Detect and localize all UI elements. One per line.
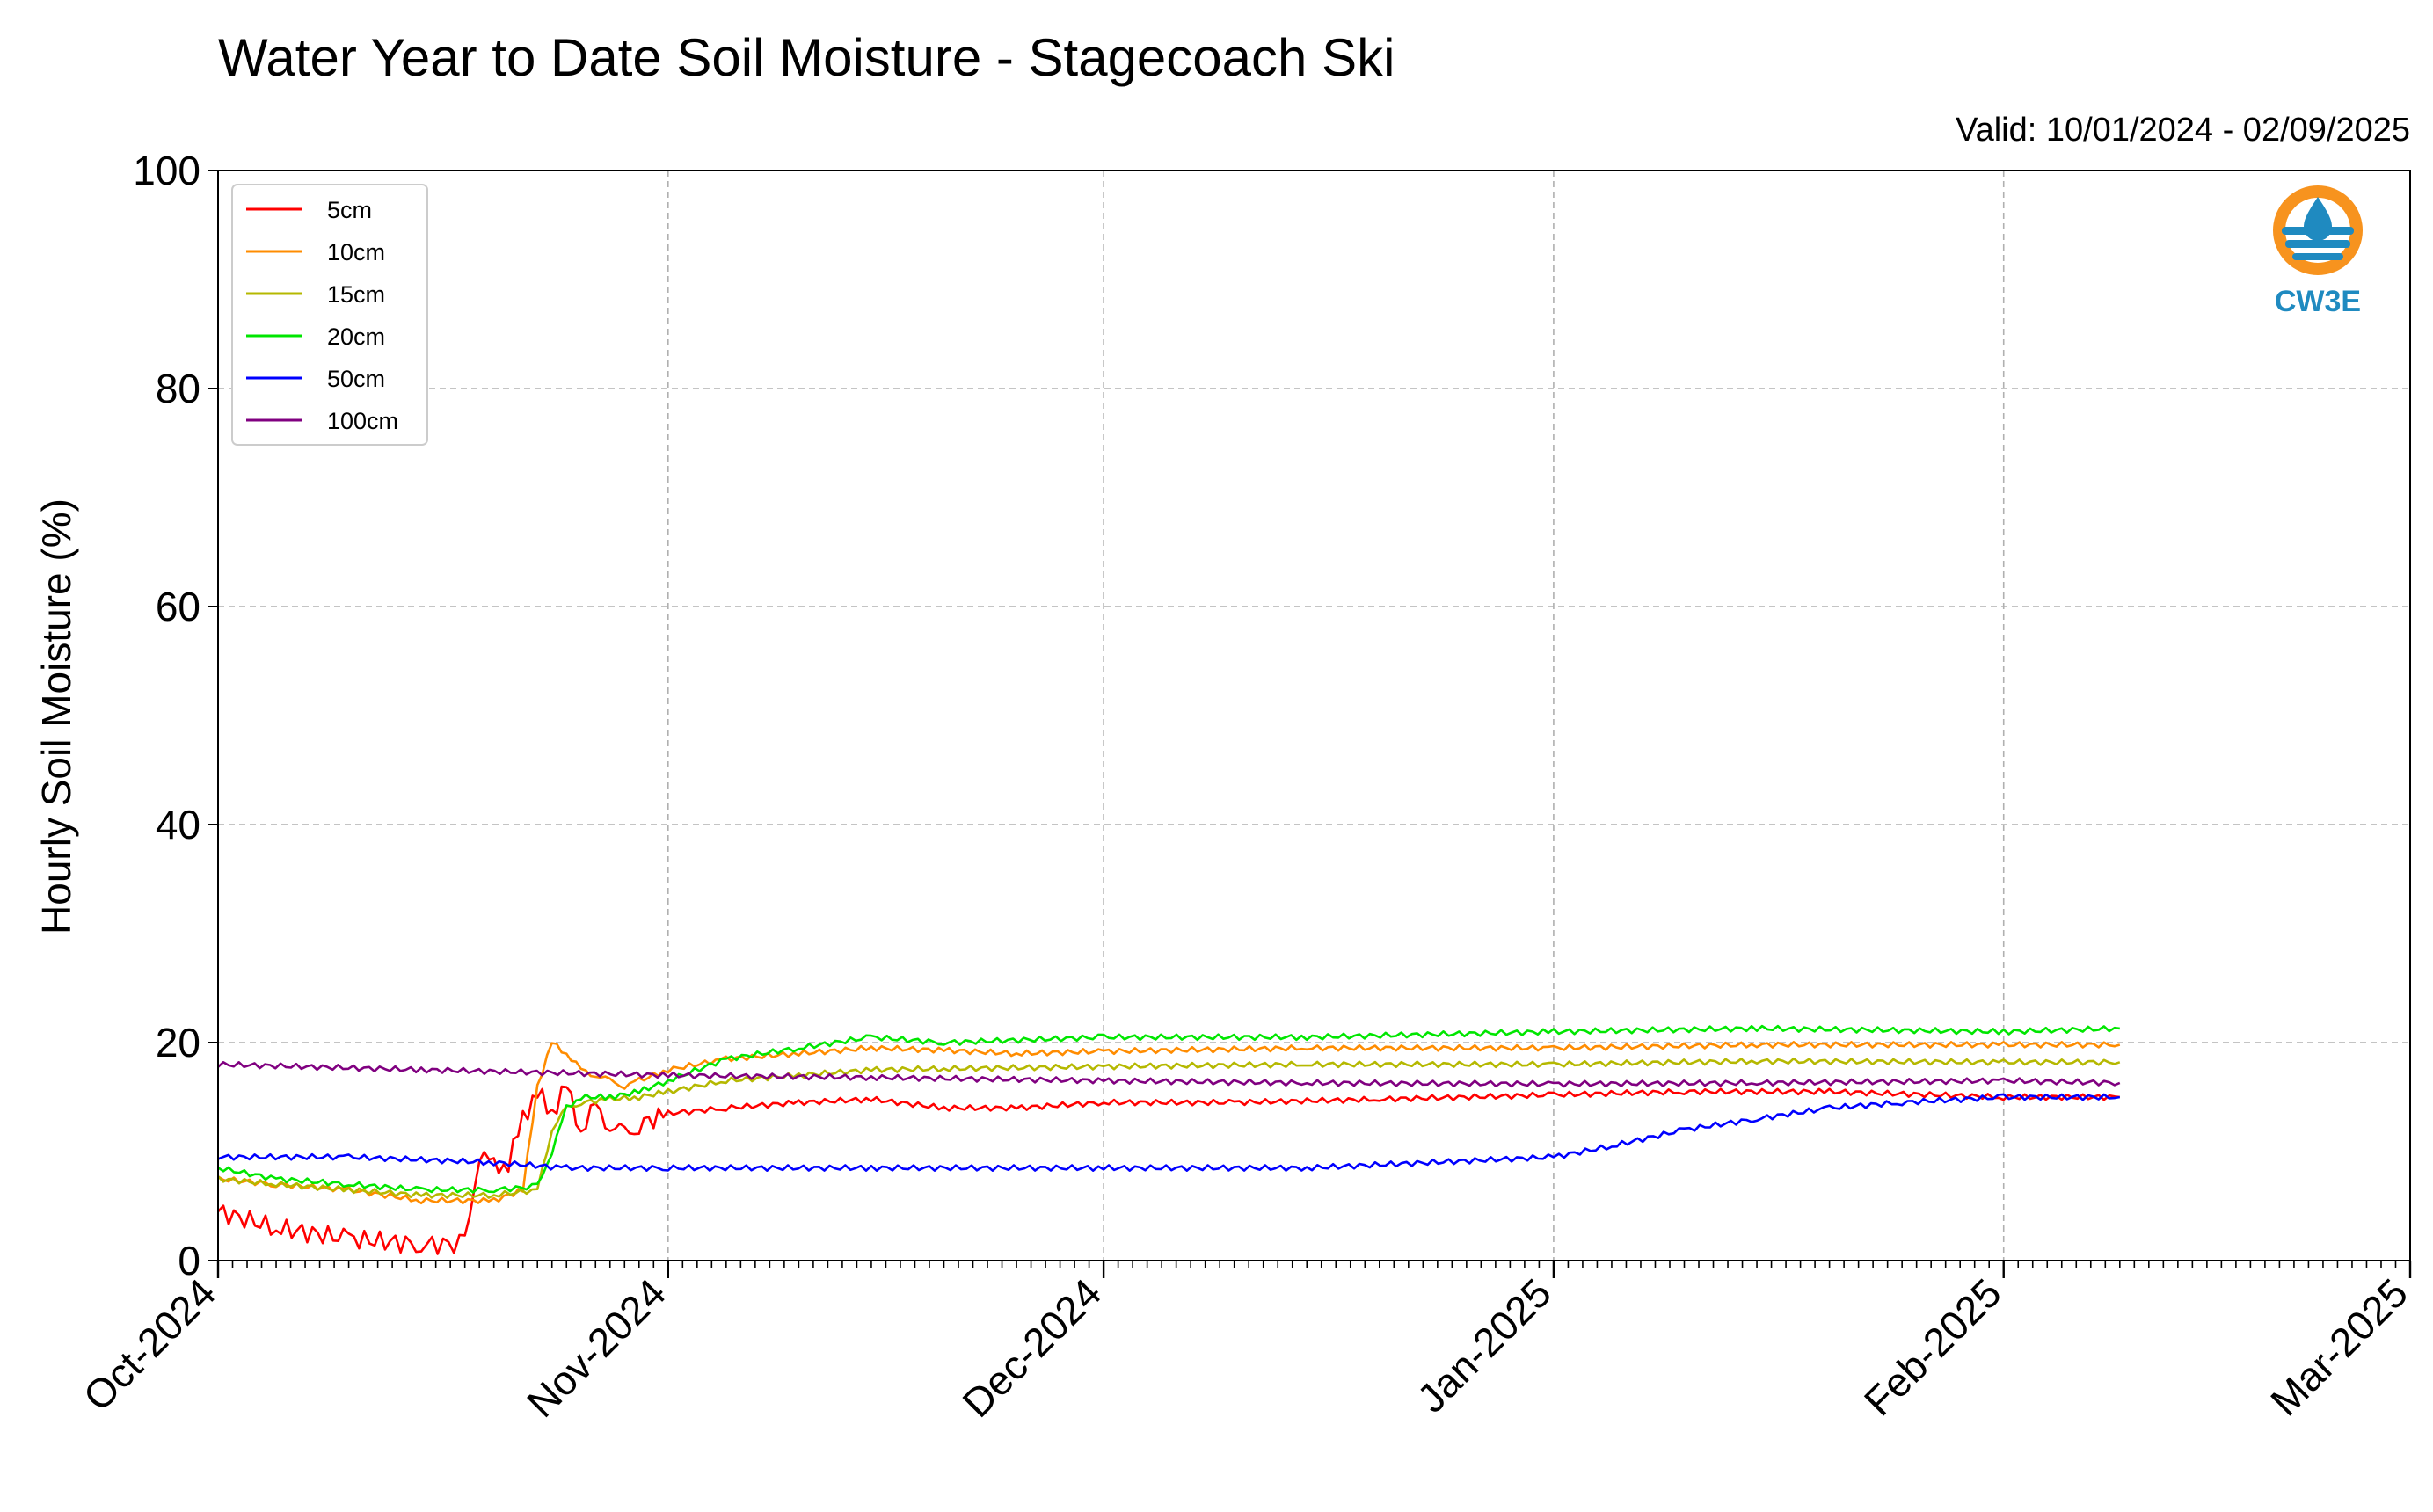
legend-label-50cm: 50cm — [327, 366, 385, 392]
y-tick-label: 0 — [178, 1238, 200, 1283]
x-tick-label: Feb-2025 — [1855, 1269, 2010, 1424]
y-axis-ticks: 0 20 40 60 80 100 — [133, 148, 218, 1283]
y-tick-label: 40 — [156, 802, 200, 847]
chart-title: Water Year to Date Soil Moisture - Stage… — [218, 28, 1395, 87]
logo-ring — [2273, 185, 2363, 275]
legend-box — [231, 184, 428, 446]
water-drop-icon — [2304, 197, 2332, 241]
series-line-20cm — [217, 1024, 2120, 1194]
logo-wave-2 — [2285, 240, 2350, 248]
legend-label-100cm: 100cm — [327, 408, 398, 434]
chart-valid-range: Valid: 10/01/2024 - 02/09/2025 — [1956, 112, 2410, 149]
logo-text: CW3E — [2275, 285, 2361, 318]
x-tick-label: Oct-2024 — [75, 1269, 225, 1420]
legend-label-15cm: 15cm — [327, 281, 385, 308]
x-axis-ticks: Oct-2024 Nov-2024 Dec-2024 Jan-2025 Feb-2025… — [75, 1261, 2416, 1426]
series-line-100cm — [217, 1061, 2121, 1088]
y-tick-label: 60 — [156, 584, 200, 629]
x-tick-label: Jan-2025 — [1409, 1269, 1560, 1421]
series-line-10cm — [217, 1041, 2121, 1205]
legend-label-5cm: 5cm — [327, 197, 372, 223]
legend-label-20cm: 20cm — [327, 323, 385, 350]
cw3e-logo: CW3E — [2273, 185, 2363, 318]
plot-frame — [217, 170, 2411, 1261]
data-series — [217, 1024, 2121, 1255]
x-tick-label: Mar-2025 — [2262, 1269, 2416, 1424]
series-line-50cm — [217, 1093, 2121, 1172]
series-line-15cm — [217, 1057, 2121, 1199]
legend-label-10cm: 10cm — [327, 239, 385, 265]
x-tick-label: Dec-2024 — [953, 1269, 1110, 1426]
y-tick-label: 20 — [156, 1020, 200, 1065]
y-tick-label: 100 — [133, 148, 200, 193]
x-tick-label: Nov-2024 — [518, 1269, 674, 1426]
y-tick-label: 80 — [156, 366, 200, 411]
series-line-5cm — [217, 1085, 2120, 1255]
legend: 5cm 10cm 15cm 20cm 50cm 100cm — [231, 184, 428, 446]
y-axis-label: Hourly Soil Moisture (%) — [33, 498, 79, 934]
logo-wave-3 — [2292, 253, 2343, 260]
